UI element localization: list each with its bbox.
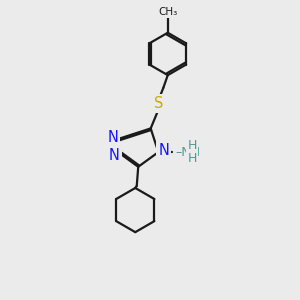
Text: N: N bbox=[107, 130, 118, 145]
Text: CH₃: CH₃ bbox=[158, 7, 177, 16]
Text: –NH: –NH bbox=[175, 146, 200, 159]
Text: H: H bbox=[187, 139, 196, 152]
Text: N: N bbox=[109, 148, 120, 163]
Text: S: S bbox=[154, 96, 164, 111]
Text: H: H bbox=[187, 152, 196, 165]
Text: N: N bbox=[158, 143, 169, 158]
